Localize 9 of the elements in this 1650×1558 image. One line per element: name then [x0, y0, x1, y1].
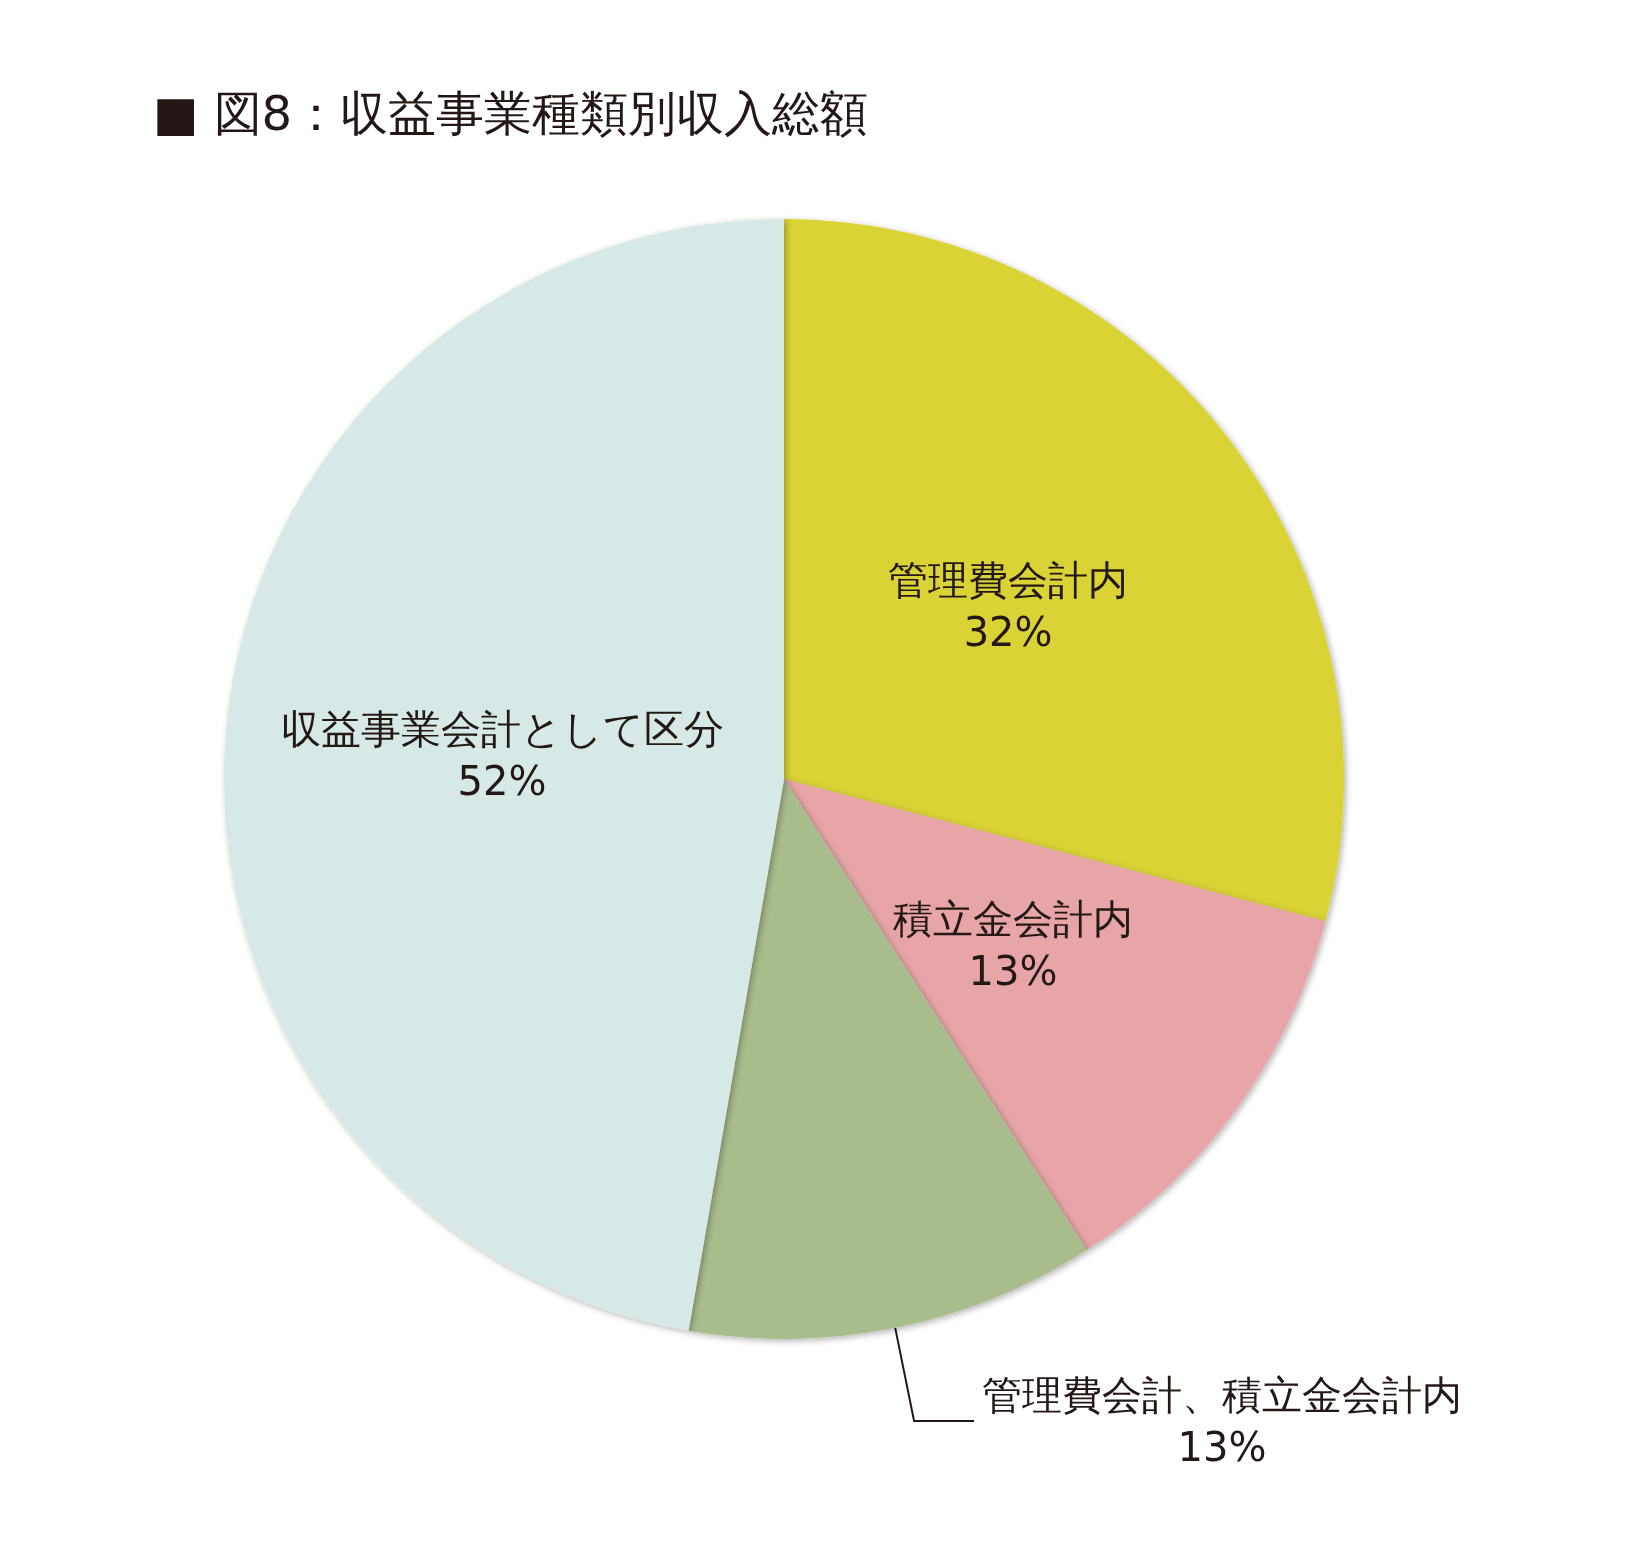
data-label: 13% — [968, 948, 1058, 995]
chart-title: ■ 図8：収益事業種類別収入総額 — [153, 85, 869, 141]
slice-label: 収益事業会計として区分 — [280, 705, 724, 752]
data-label: 13% — [1177, 1423, 1267, 1470]
slice-label: 積立金会計内 — [892, 896, 1133, 943]
data-label: 52% — [457, 757, 547, 804]
slice-label: 管理費会計内 — [888, 557, 1129, 604]
data-label: 32% — [963, 609, 1053, 656]
slice-label: 管理費会計、積立金会計内 — [982, 1371, 1463, 1418]
